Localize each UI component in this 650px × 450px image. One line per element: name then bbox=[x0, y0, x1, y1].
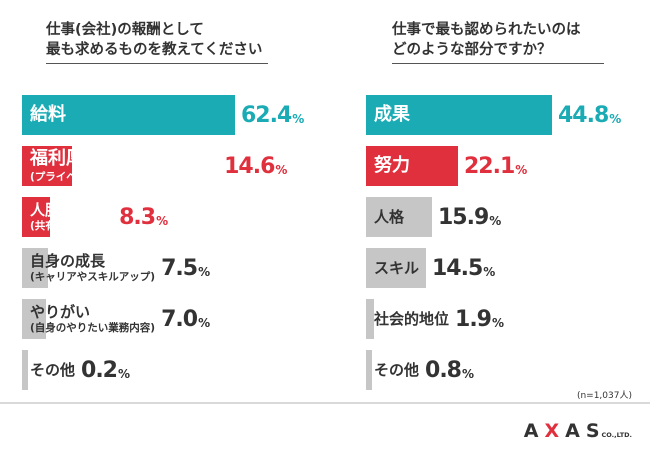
data-label-value: 22.1 bbox=[464, 153, 515, 179]
category-sublabel: (プライベートに割ける時間なども含む) bbox=[30, 171, 219, 183]
category-name: 人脈形成 bbox=[30, 201, 91, 219]
bar bbox=[22, 146, 72, 186]
data-label-value: 15.9 bbox=[438, 204, 489, 230]
category-label: 福利厚生 (プライベートに割ける時間なども含む) bbox=[30, 146, 218, 186]
category-label: 努力 bbox=[374, 146, 410, 186]
category-name: 福利厚生 bbox=[30, 148, 102, 169]
bar bbox=[22, 197, 50, 237]
bar-row: 社会的地位 1.9% bbox=[366, 299, 636, 339]
category-name: スキル bbox=[374, 259, 420, 277]
data-label-value: 44.8 bbox=[558, 102, 609, 128]
sample-size-note: (n=1,037人) bbox=[576, 391, 632, 401]
data-label: 22.1% bbox=[464, 146, 527, 186]
bar bbox=[366, 350, 372, 390]
data-label-value: 7.0 bbox=[161, 306, 198, 332]
category-label: その他 bbox=[30, 350, 75, 390]
bar bbox=[22, 350, 28, 390]
category-name: その他 bbox=[374, 361, 420, 379]
data-label: 7.0% bbox=[161, 299, 210, 339]
data-label: 14.5% bbox=[432, 248, 495, 288]
bar bbox=[22, 248, 48, 288]
category-name: 努力 bbox=[374, 155, 410, 176]
bar-row: 成果 44.8% bbox=[366, 95, 636, 135]
bar bbox=[366, 299, 374, 339]
data-label-value: 14.5 bbox=[432, 255, 483, 281]
logo-letter-x: X bbox=[544, 420, 566, 442]
logo-letters-as: AS bbox=[565, 420, 606, 442]
category-name: 成果 bbox=[374, 104, 410, 125]
data-label-value: 8.3 bbox=[119, 204, 156, 230]
bar-row: 自身の成長 (キャリアやスキルアップ) 7.5% bbox=[22, 248, 292, 288]
company-logo: AXASCO.,LTD. bbox=[524, 420, 632, 442]
category-label: 給料 bbox=[30, 95, 66, 135]
data-label-unit: % bbox=[489, 214, 501, 228]
data-label: 8.3% bbox=[119, 197, 168, 237]
data-label-unit: % bbox=[198, 316, 210, 330]
category-label: 社会的地位 bbox=[374, 299, 449, 339]
category-label: 人脈形成 (共有、協働の場) bbox=[30, 197, 113, 237]
bar bbox=[366, 146, 458, 186]
left-chart-title: 仕事(会社)の報酬として 最も求めるものを教えてください bbox=[46, 20, 268, 64]
bar-row: やりがい (自身のやりたい業務内容) 7.0% bbox=[22, 299, 292, 339]
data-label-unit: % bbox=[492, 316, 504, 330]
bar bbox=[22, 299, 46, 339]
data-label-unit: % bbox=[609, 112, 621, 126]
data-label-value: 14.6 bbox=[224, 153, 275, 179]
category-sublabel: (自身のやりたい業務内容) bbox=[30, 322, 156, 334]
logo-suffix: CO.,LTD. bbox=[601, 431, 632, 439]
data-label-value: 0.8 bbox=[425, 357, 462, 383]
category-label: やりがい (自身のやりたい業務内容) bbox=[30, 299, 155, 339]
category-name: 人格 bbox=[374, 208, 405, 226]
data-label: 15.9% bbox=[438, 197, 501, 237]
data-label: 0.8% bbox=[425, 350, 474, 390]
category-sublabel: (共有、協働の場) bbox=[30, 220, 114, 232]
category-label: スキル bbox=[374, 248, 419, 288]
bar bbox=[22, 95, 235, 135]
category-name: その他 bbox=[30, 361, 76, 379]
logo-letter-a: A bbox=[523, 420, 545, 442]
data-label-unit: % bbox=[483, 265, 495, 279]
bar bbox=[366, 248, 426, 288]
bar bbox=[366, 95, 552, 135]
footer-divider bbox=[0, 402, 650, 404]
data-label-value: 0.2 bbox=[81, 357, 118, 383]
bar-row: スキル 14.5% bbox=[366, 248, 636, 288]
data-label: 0.2% bbox=[81, 350, 130, 390]
data-label: 44.8% bbox=[558, 95, 621, 135]
data-label-unit: % bbox=[292, 112, 304, 126]
bar-row: 福利厚生 (プライベートに割ける時間なども含む) 14.6% bbox=[22, 146, 292, 186]
data-label-unit: % bbox=[515, 163, 527, 177]
category-label: 成果 bbox=[374, 95, 410, 135]
data-label-value: 62.4 bbox=[241, 102, 292, 128]
right-chart-title: 仕事で最も認められたいのは どのような部分ですか？ bbox=[392, 20, 604, 64]
data-label-value: 7.5 bbox=[161, 255, 198, 281]
category-label: 自身の成長 (キャリアやスキルアップ) bbox=[30, 248, 155, 288]
data-label-unit: % bbox=[462, 367, 474, 381]
data-label: 14.6% bbox=[224, 146, 287, 186]
category-name: やりがい bbox=[30, 303, 91, 321]
category-sublabel: (キャリアやスキルアップ) bbox=[30, 271, 156, 283]
bar bbox=[366, 197, 432, 237]
data-label-unit: % bbox=[275, 163, 287, 177]
data-label-unit: % bbox=[118, 367, 130, 381]
data-label-unit: % bbox=[198, 265, 210, 279]
bar-row: 給料 62.4% bbox=[22, 95, 304, 135]
bar-row: 人格 15.9% bbox=[366, 197, 636, 237]
category-name: 給料 bbox=[30, 104, 66, 125]
data-label: 1.9% bbox=[455, 299, 504, 339]
data-label: 7.5% bbox=[161, 248, 210, 288]
category-label: 人格 bbox=[374, 197, 404, 237]
category-name: 社会的地位 bbox=[374, 310, 450, 328]
bar-row: その他 0.8% bbox=[366, 350, 636, 390]
category-name: 自身の成長 bbox=[30, 252, 106, 270]
bar-row: 人脈形成 (共有、協働の場) 8.3% bbox=[22, 197, 292, 237]
data-label-value: 1.9 bbox=[455, 306, 492, 332]
category-label: その他 bbox=[374, 350, 419, 390]
bar-row: その他 0.2% bbox=[22, 350, 292, 390]
data-label-unit: % bbox=[156, 214, 168, 228]
data-label: 62.4% bbox=[241, 95, 304, 135]
bar-row: 努力 22.1% bbox=[366, 146, 636, 186]
